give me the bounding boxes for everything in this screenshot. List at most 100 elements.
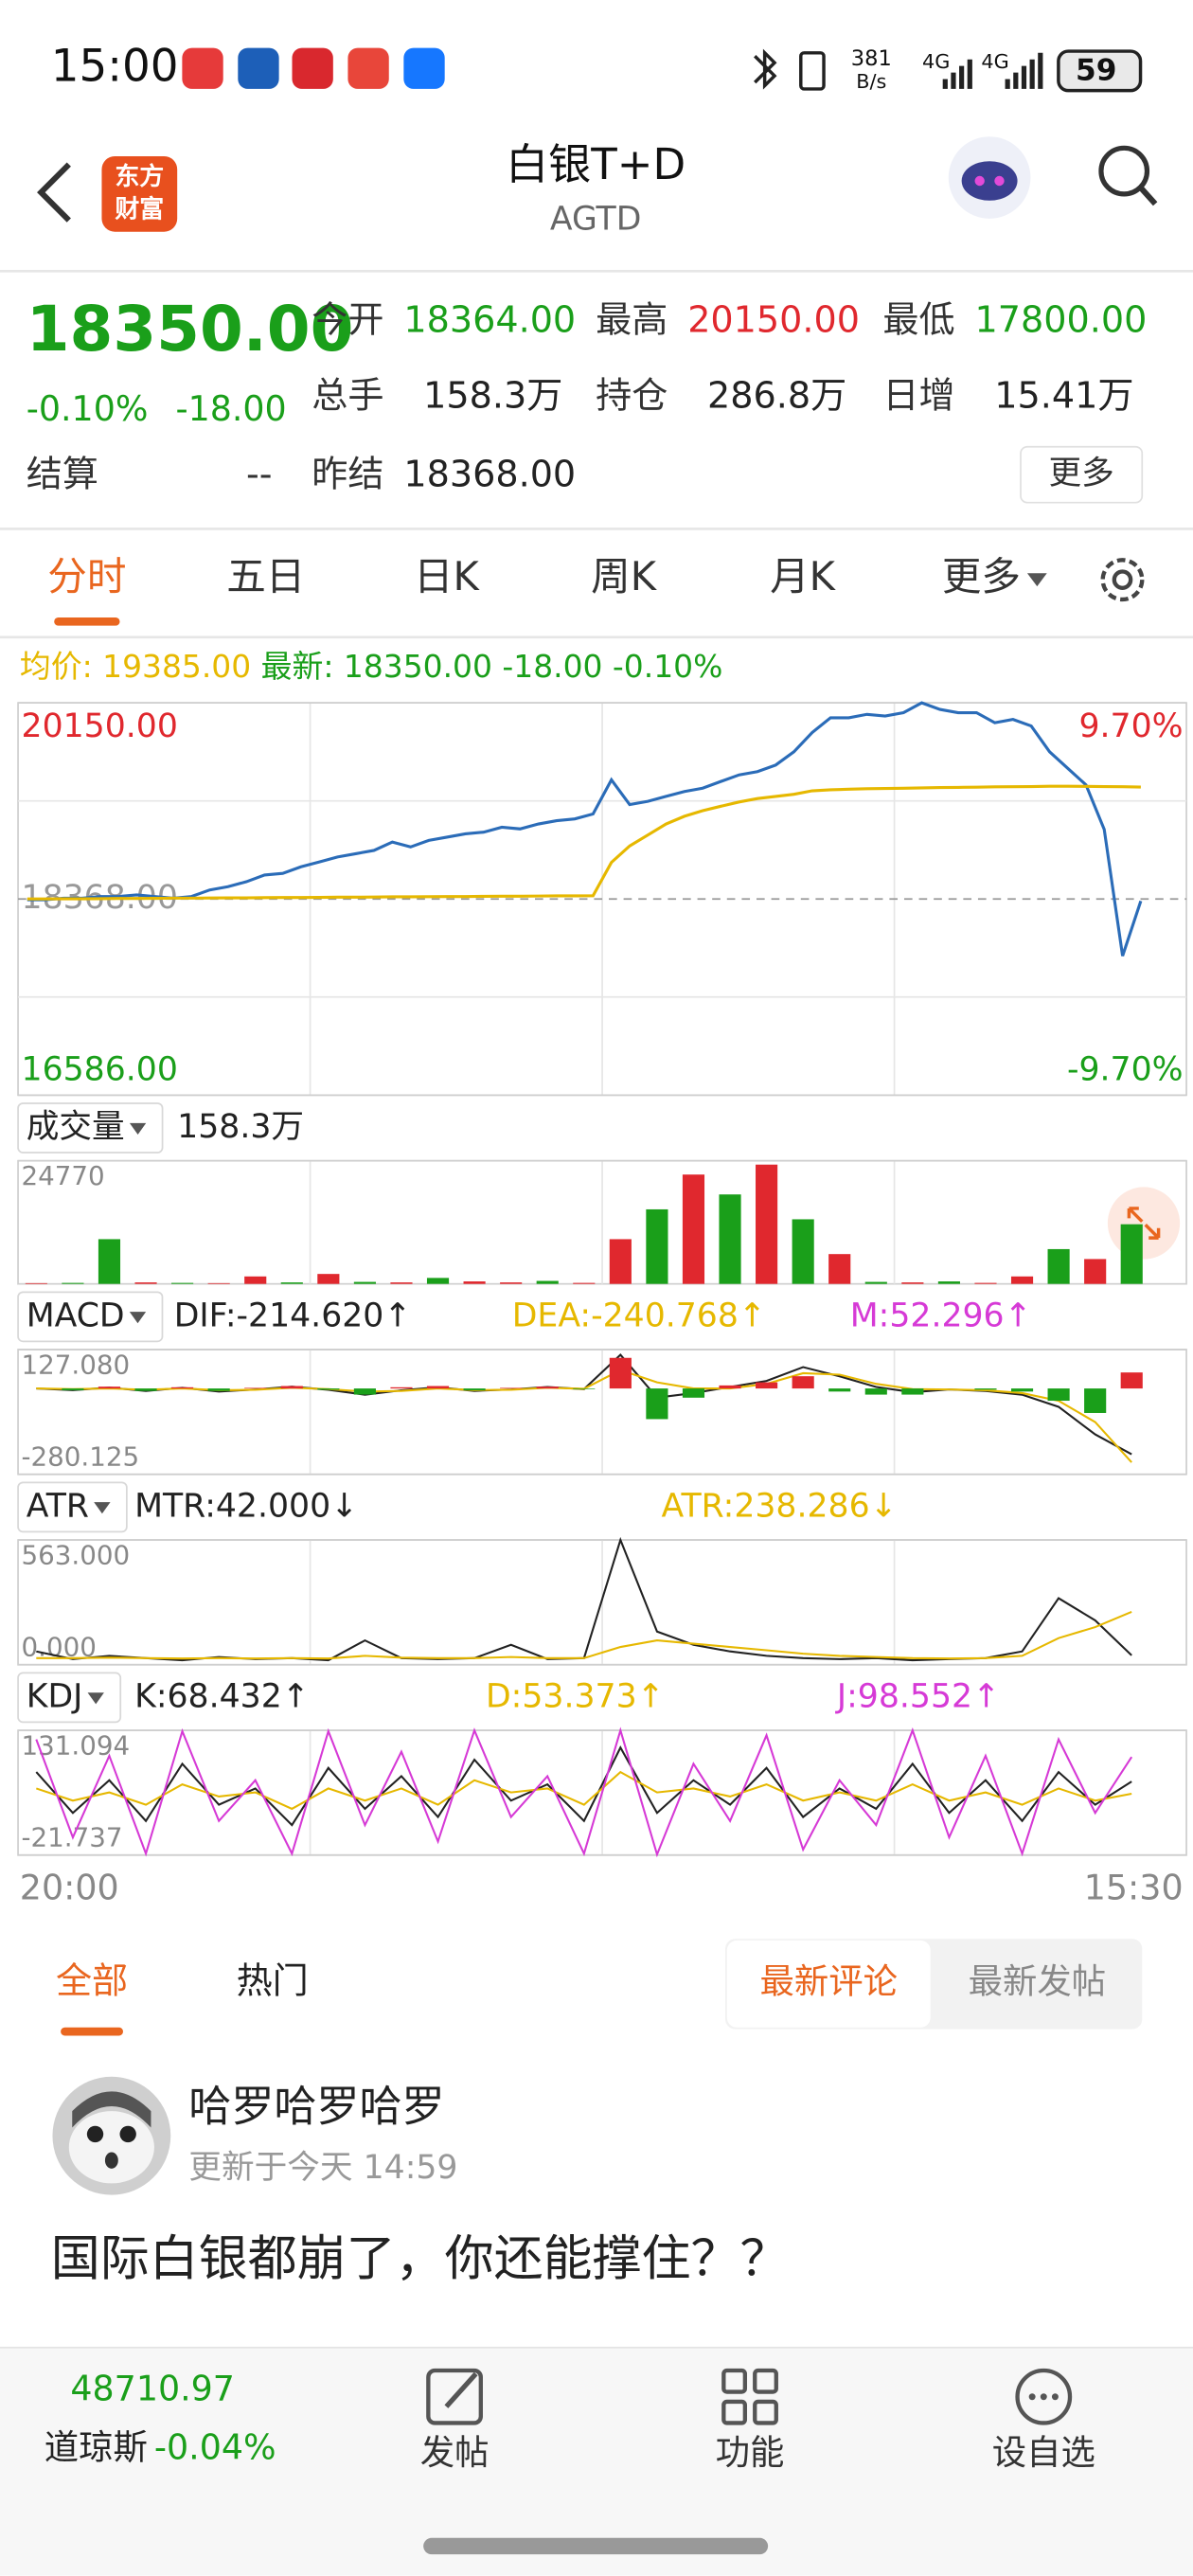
bar — [609, 1357, 632, 1389]
indicator-selector[interactable] — [17, 1672, 122, 1724]
series-line — [36, 1610, 1132, 1660]
index-change: -0.04% — [154, 2427, 276, 2468]
dropdown-arrow — [129, 1122, 147, 1135]
more-button[interactable] — [1020, 445, 1144, 504]
dropdown-arrow — [94, 1502, 111, 1514]
app-icon — [238, 47, 279, 89]
action-label[interactable]: 设自选 — [992, 2432, 1095, 2473]
dropdown-arrow — [1026, 573, 1047, 587]
x-tick-label: 15:30 — [1084, 1868, 1184, 1908]
indicator-label[interactable]: KDJ — [27, 1677, 83, 1715]
bar — [974, 1282, 997, 1284]
sort-option[interactable]: 最新评论 — [759, 1960, 898, 2001]
expand-button[interactable] — [1107, 1187, 1181, 1260]
expand-icon — [1127, 1207, 1161, 1240]
action-label[interactable]: 功能 — [716, 2432, 785, 2473]
bar — [756, 1164, 778, 1284]
quote-value: 17800.00 — [974, 299, 1147, 341]
bar — [62, 1282, 84, 1284]
watchlist-icon[interactable] — [1015, 2368, 1073, 2425]
bar — [98, 1239, 121, 1284]
bar — [828, 1388, 851, 1392]
page-title: 白银T+D — [506, 139, 686, 189]
quote-value: 286.8万 — [707, 374, 846, 416]
indicator-label[interactable]: ATR — [27, 1487, 89, 1525]
bar — [1047, 1388, 1070, 1402]
indicator-value: J:98.552↑ — [835, 1677, 1000, 1715]
bar — [62, 1388, 84, 1391]
bottom-bar — [0, 2347, 1193, 2576]
y-tick-label: 16586.00 — [22, 1050, 178, 1088]
quote-label: 持仓 — [596, 374, 668, 416]
bar — [937, 1281, 960, 1284]
bar — [500, 1387, 523, 1389]
avatar[interactable] — [52, 2076, 171, 2195]
change-amount: -18.00 — [175, 388, 286, 429]
index-value[interactable]: 48710.97 — [70, 2368, 235, 2408]
bar — [390, 1282, 413, 1284]
more-button-label: 更多 — [1048, 455, 1113, 492]
bar — [317, 1388, 340, 1390]
chart-tab[interactable]: 更多 — [942, 553, 1021, 599]
bar — [864, 1281, 887, 1284]
indicator-value: K:68.432↑ — [134, 1677, 310, 1715]
series-line — [27, 701, 1143, 957]
sort-option[interactable]: 最新发帖 — [969, 1960, 1107, 2001]
change-percent: -0.10% — [27, 388, 149, 429]
indicator-selector[interactable] — [17, 1291, 164, 1343]
y2-tick-label: -9.70% — [1067, 1050, 1184, 1088]
indicator-label[interactable]: MACD — [27, 1297, 125, 1334]
quote-label: 今开 — [312, 299, 383, 341]
bar — [682, 1388, 705, 1398]
bar — [353, 1281, 376, 1284]
chart-tab[interactable]: 月K — [770, 553, 837, 599]
chart-tab[interactable]: 五日 — [226, 553, 305, 599]
quote-label: 最高 — [596, 299, 668, 341]
bar — [207, 1282, 230, 1284]
chart-tab[interactable]: 分时 — [47, 553, 126, 599]
y-tick-label: 563.000 — [22, 1539, 131, 1570]
comment-tab[interactable]: 全部 — [56, 1959, 128, 2001]
bar — [244, 1276, 267, 1284]
logo-text: 东方 — [115, 162, 164, 191]
indicator-value: DEA:-240.768↑ — [512, 1297, 766, 1334]
quote-label: 最低 — [882, 299, 954, 341]
prev-settle-value: 18368.00 — [403, 453, 576, 494]
app-icon — [403, 47, 445, 89]
chart-tab[interactable]: 周K — [591, 553, 658, 599]
bar — [426, 1386, 450, 1389]
app-icon — [292, 47, 333, 89]
bar — [500, 1282, 523, 1284]
net-speed: 381 — [851, 46, 892, 71]
post-icon[interactable] — [426, 2368, 483, 2425]
search-button[interactable] — [1098, 145, 1158, 206]
logo-text: 财富 — [115, 195, 164, 224]
post-time: 更新于今天 14:59 — [188, 2149, 457, 2187]
bar — [134, 1388, 157, 1391]
function-icon[interactable] — [721, 2368, 778, 2425]
chart-tab[interactable]: 日K — [414, 553, 481, 599]
action-label[interactable]: 发帖 — [420, 2432, 490, 2473]
legend-item: 均价: 19385.00 — [20, 648, 251, 685]
settle-value: -- — [246, 453, 273, 494]
back-button[interactable] — [37, 162, 71, 223]
bar — [792, 1376, 814, 1389]
bar — [792, 1219, 814, 1284]
battery-level: 59 — [1076, 54, 1116, 88]
post-author: 哈罗哈罗哈罗 — [188, 2081, 444, 2131]
battery — [1057, 49, 1143, 93]
settings-button[interactable] — [1100, 558, 1145, 602]
y-tick-label: 127.080 — [22, 1349, 131, 1380]
bar — [98, 1386, 121, 1389]
quote-value: 158.3万 — [423, 374, 562, 416]
x-tick-label: 20:00 — [20, 1868, 119, 1908]
indicator-selector[interactable] — [17, 1481, 128, 1533]
indicator-label[interactable]: 成交量 — [27, 1108, 125, 1146]
comment-tab[interactable]: 热门 — [237, 1959, 309, 2001]
assistant-button[interactable] — [948, 136, 1031, 219]
indicator-selector[interactable] — [17, 1102, 164, 1154]
y2-tick-label: 9.70% — [1078, 707, 1183, 745]
net-speed-unit: B/s — [856, 70, 886, 93]
bar — [536, 1280, 559, 1284]
